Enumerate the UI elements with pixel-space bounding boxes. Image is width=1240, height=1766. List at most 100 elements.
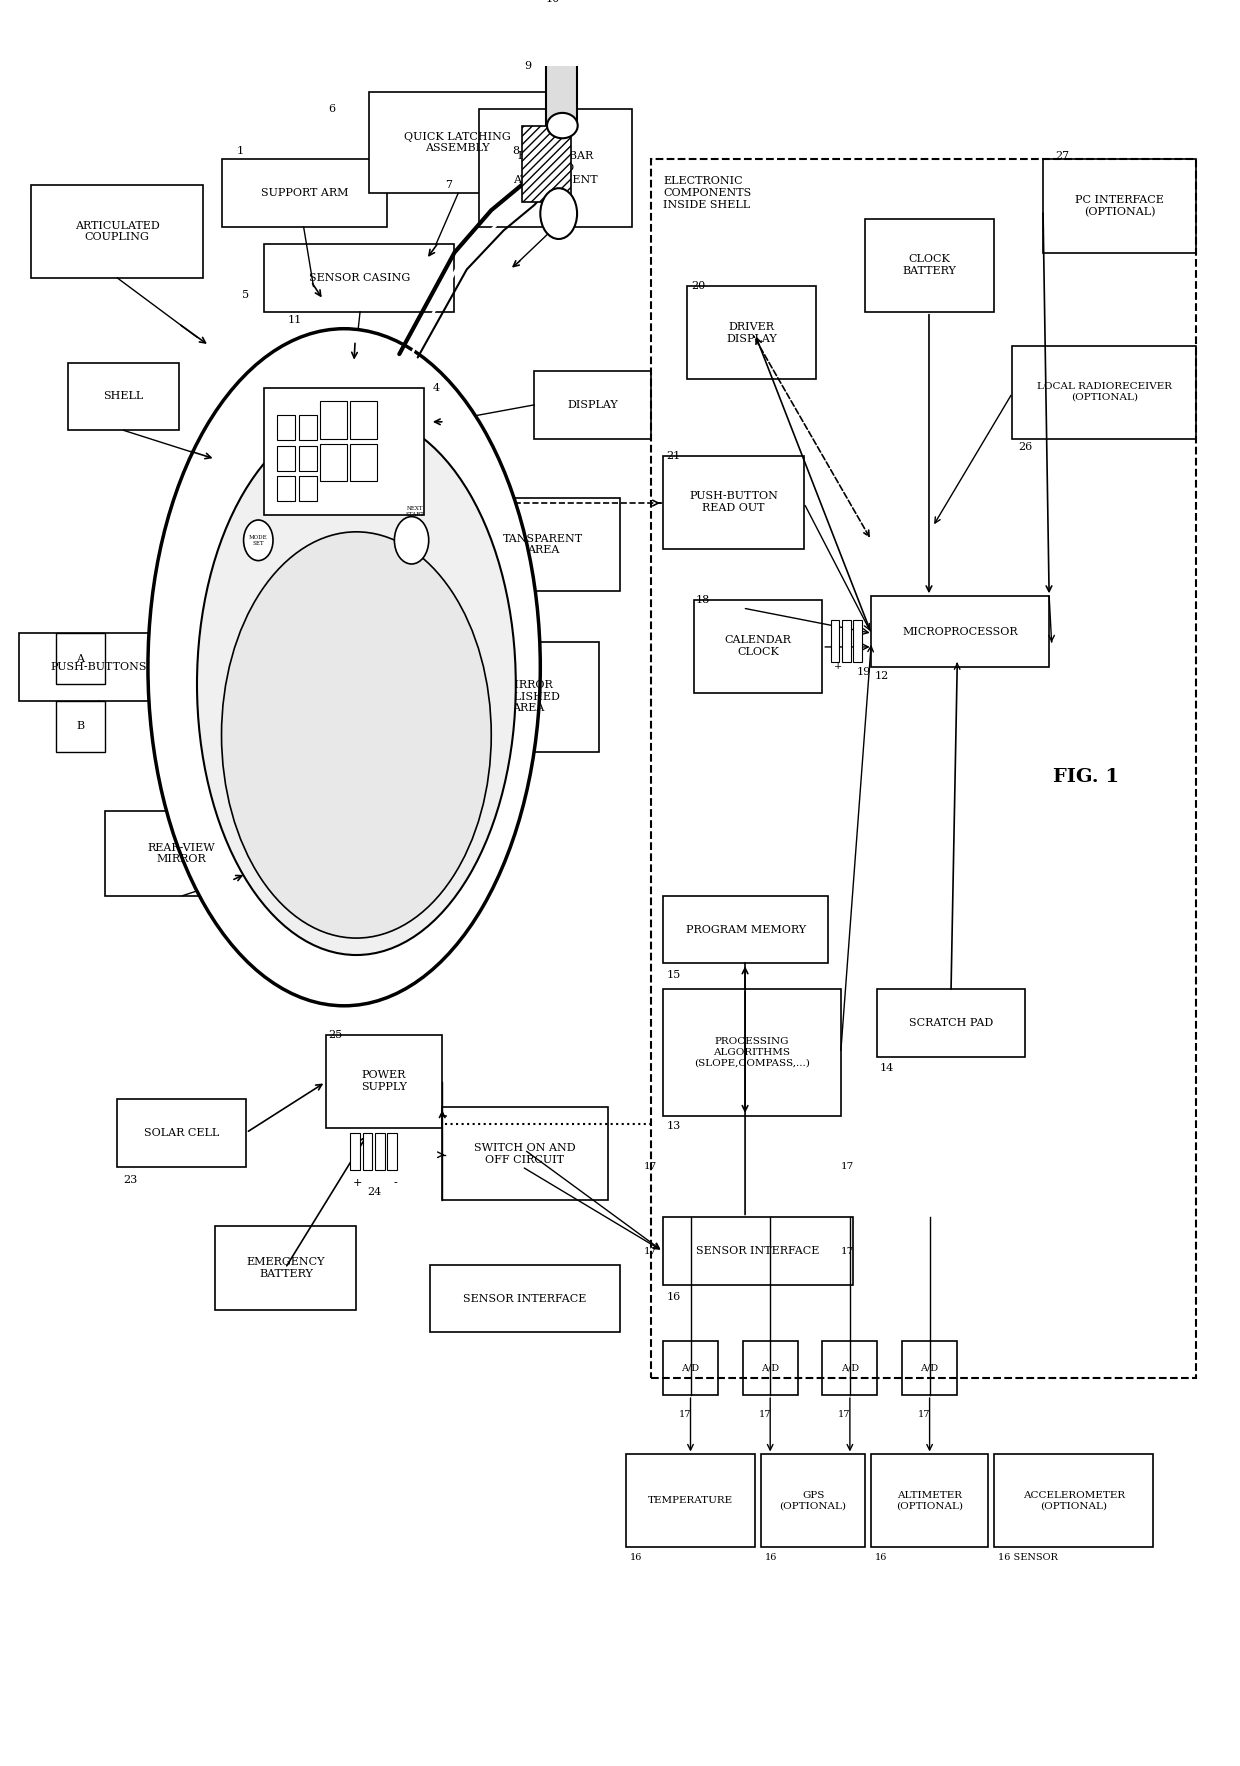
FancyBboxPatch shape [387,1132,397,1171]
Text: 19: 19 [857,668,870,676]
FancyBboxPatch shape [1043,159,1197,253]
Text: 14: 14 [880,1063,894,1074]
Text: 15: 15 [667,970,681,980]
FancyBboxPatch shape [693,599,822,692]
Text: HANDLEBAR
FIXED
ATTACHMENT: HANDLEBAR FIXED ATTACHMENT [513,152,598,184]
Text: 27: 27 [1055,152,1069,161]
FancyBboxPatch shape [743,1340,797,1395]
FancyBboxPatch shape [443,1107,608,1201]
FancyBboxPatch shape [320,443,346,480]
Text: MODE
SET: MODE SET [249,535,268,546]
Text: 16: 16 [765,1552,777,1561]
Text: POWER
SUPPLY: POWER SUPPLY [361,1070,407,1091]
Text: +: + [835,662,842,671]
FancyBboxPatch shape [277,415,295,440]
FancyBboxPatch shape [320,401,346,438]
Text: A/D: A/D [761,1363,779,1372]
Ellipse shape [222,532,491,938]
FancyBboxPatch shape [761,1455,866,1547]
Text: CLOCK
BATTERY: CLOCK BATTERY [903,254,956,275]
FancyBboxPatch shape [479,109,632,228]
Text: A/D: A/D [682,1363,699,1372]
Text: 7: 7 [445,180,451,189]
FancyBboxPatch shape [277,477,295,502]
Text: 17: 17 [678,1411,691,1420]
Text: TANSPARENT
AREA: TANSPARENT AREA [503,533,584,555]
Text: 2: 2 [389,832,397,842]
Text: SHELL: SHELL [103,392,144,401]
Text: 18: 18 [696,595,711,604]
Text: SENSOR INTERFACE: SENSOR INTERFACE [696,1247,820,1256]
Text: 17: 17 [918,1411,930,1420]
Text: 17: 17 [644,1247,657,1256]
Text: 8: 8 [512,147,520,155]
Text: SWITCH ON AND
OFF CIRCUIT: SWITCH ON AND OFF CIRCUIT [474,1143,575,1166]
FancyBboxPatch shape [430,1264,620,1333]
FancyBboxPatch shape [299,415,317,440]
Text: PROCESSING
ALGORITHMS
(SLOPE,COMPASS,...): PROCESSING ALGORITHMS (SLOPE,COMPASS,...… [694,1037,810,1067]
FancyBboxPatch shape [663,989,841,1116]
FancyBboxPatch shape [222,159,387,228]
Ellipse shape [547,0,578,4]
Text: FIG. 1: FIG. 1 [1053,768,1118,786]
Text: QUICK LATCHING
ASSEMBLY: QUICK LATCHING ASSEMBLY [404,132,511,154]
FancyBboxPatch shape [853,620,862,662]
FancyBboxPatch shape [350,443,377,480]
FancyBboxPatch shape [216,1226,356,1310]
FancyBboxPatch shape [522,125,570,201]
Text: ELECTRONIC
COMPONENTS
INSIDE SHELL: ELECTRONIC COMPONENTS INSIDE SHELL [663,177,751,210]
FancyBboxPatch shape [626,1455,755,1547]
FancyBboxPatch shape [368,92,547,192]
Text: DISPLAY: DISPLAY [567,399,618,410]
FancyBboxPatch shape [663,1217,853,1286]
FancyBboxPatch shape [687,286,816,380]
Text: -: - [393,1178,397,1189]
Text: A/D: A/D [920,1363,939,1372]
FancyBboxPatch shape [663,456,804,549]
FancyBboxPatch shape [901,1340,957,1395]
FancyBboxPatch shape [105,811,258,895]
Text: 17: 17 [838,1411,851,1420]
Text: 6: 6 [329,104,336,113]
FancyBboxPatch shape [264,389,424,516]
FancyBboxPatch shape [831,620,839,662]
FancyBboxPatch shape [466,498,620,592]
Text: 16 SENSOR: 16 SENSOR [998,1552,1058,1561]
Text: 13: 13 [667,1121,681,1130]
FancyBboxPatch shape [994,1455,1153,1547]
Ellipse shape [547,113,578,138]
FancyBboxPatch shape [362,1132,372,1171]
Text: 5: 5 [243,290,249,300]
Text: ALTIMETER
(OPTIONAL): ALTIMETER (OPTIONAL) [897,1491,963,1510]
FancyBboxPatch shape [56,634,105,683]
FancyBboxPatch shape [326,1035,443,1128]
Text: 4: 4 [433,383,440,394]
Text: SUPPORT ARM: SUPPORT ARM [260,189,348,198]
FancyBboxPatch shape [350,401,377,438]
FancyBboxPatch shape [458,641,599,752]
Text: MIRROR
POLISHED
AREA: MIRROR POLISHED AREA [497,680,560,713]
Text: SCRATCH PAD: SCRATCH PAD [909,1017,993,1028]
Text: 16: 16 [630,1552,642,1561]
FancyBboxPatch shape [663,1340,718,1395]
Text: PUSH-BUTTONS: PUSH-BUTTONS [51,662,148,673]
Text: B: B [77,722,84,731]
Text: ACCELEROMETER
(OPTIONAL): ACCELEROMETER (OPTIONAL) [1023,1491,1125,1510]
FancyBboxPatch shape [350,1132,360,1171]
Text: PROGRAM MEMORY: PROGRAM MEMORY [686,925,806,934]
Text: EMERGENCY
BATTERY: EMERGENCY BATTERY [247,1257,325,1279]
Text: 16: 16 [875,1552,888,1561]
Text: 12: 12 [875,671,889,680]
FancyBboxPatch shape [56,701,105,752]
FancyBboxPatch shape [842,620,851,662]
Text: 17: 17 [841,1162,854,1171]
Text: LOCAL RADIORECEIVER
(OPTIONAL): LOCAL RADIORECEIVER (OPTIONAL) [1037,383,1172,403]
FancyBboxPatch shape [878,989,1024,1056]
FancyBboxPatch shape [299,445,317,472]
FancyBboxPatch shape [822,1340,878,1395]
Text: +: + [352,1178,362,1189]
FancyBboxPatch shape [68,362,179,431]
Text: CALENDAR
CLOCK: CALENDAR CLOCK [724,636,791,657]
Text: 10: 10 [546,0,559,4]
Text: DRIVER
DISPLAY: DRIVER DISPLAY [727,321,777,344]
